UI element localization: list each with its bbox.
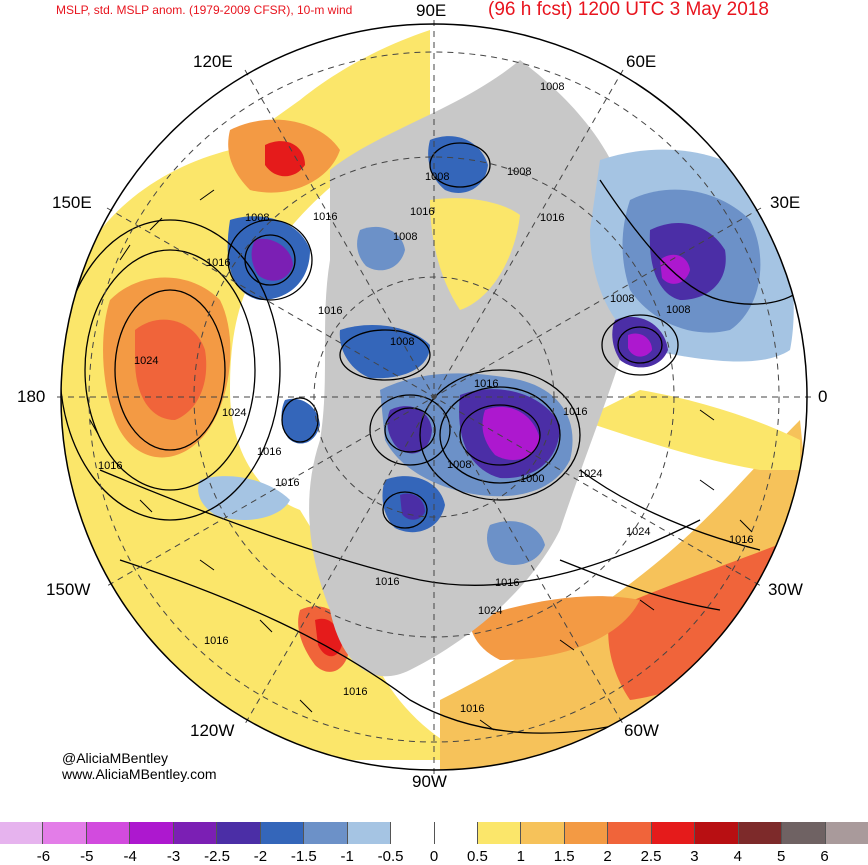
isobar-label: 1016 — [729, 534, 753, 546]
colorbar-cell — [86, 822, 131, 844]
isobar-contours — [61, 142, 801, 734]
colorbar-cell — [347, 822, 392, 844]
colorbar-tick-label: -0.5 — [377, 848, 404, 865]
colorbar-cell — [260, 822, 305, 844]
longitude-label-180: 180 — [17, 387, 46, 406]
map-title-right: (96 h fcst) 1200 UTC 3 May 2018 — [488, 0, 769, 20]
isobar-label: 1008 — [507, 166, 531, 178]
isobar-label: 1016 — [257, 446, 281, 458]
isobar-label: 1024 — [222, 407, 246, 419]
colorbar-cell — [564, 822, 609, 844]
colorbar-tick-label: 0.5 — [466, 848, 488, 865]
longitude-label-150e: 150E — [52, 193, 92, 212]
isobar-label: 1024 — [478, 605, 502, 617]
colorbar-tick-label: 2 — [603, 848, 612, 865]
colorbar-cell — [130, 822, 174, 844]
isobar-label: 1024 — [626, 526, 650, 538]
longitude-label-60e: 60E — [626, 52, 657, 71]
colorbar-tick-label: 6 — [820, 848, 829, 865]
colorbar-tick-label: -1.5 — [290, 848, 317, 865]
longitude-label-60w: 60W — [624, 721, 659, 740]
credit-handle: @AliciaMBentley — [62, 750, 169, 766]
colorbar-cell — [0, 822, 44, 844]
longitude-label-120e: 120E — [193, 52, 233, 71]
colorbar-tick-label: -4 — [123, 848, 137, 865]
colorbar-tick-label: 1 — [516, 848, 525, 865]
colorbar — [0, 822, 868, 844]
isobar-label: 1008 — [425, 171, 449, 183]
colorbar-tick-label: 3 — [690, 848, 699, 865]
longitude-label-0: 0 — [818, 387, 828, 406]
colorbar-cell — [825, 822, 868, 844]
colorbar-tick-label: 1.5 — [553, 848, 575, 865]
isobar-label: 1008 — [610, 293, 634, 305]
colorbar-cell — [173, 822, 218, 844]
colorbar-tick-label: -1 — [340, 848, 354, 865]
isobar-label: 1016 — [460, 703, 484, 715]
isobar-label: 1008 — [393, 231, 417, 243]
colorbar-cell — [304, 822, 348, 844]
colorbar-cell — [217, 822, 261, 844]
isobar-label: 1008 — [666, 304, 690, 316]
colorbar-cell — [695, 822, 739, 844]
wind-barbs — [89, 189, 753, 731]
isobar-label: 1024 — [134, 355, 158, 367]
map-title-left: MSLP, std. MSLP anom. (1979-2009 CFSR), … — [56, 3, 353, 17]
colorbar-ticks: -6 -5 -4 -3 -2.5 -2 -1.5 -1 -0.5 0 0.5 1 1.5 2 2.5 3 4 5 6 — [0, 848, 868, 865]
colorbar-tick-label: -6 — [36, 848, 51, 865]
isobar-label: 1008 — [245, 212, 269, 224]
isobar-label: 1008 — [390, 336, 414, 348]
anomaly-field — [61, 24, 807, 770]
colorbar-cell — [43, 822, 87, 844]
colorbar-cell — [434, 822, 478, 844]
isobar-label: 1016 — [410, 206, 434, 218]
longitude-label-90w: 90W — [412, 772, 447, 791]
graticule — [57, 20, 811, 775]
isobar-label: 1000 — [520, 473, 544, 485]
colorbar-tick-label: -2 — [253, 848, 268, 865]
colorbar-tick-label: 5 — [777, 848, 786, 865]
colorbar-cell — [521, 822, 565, 844]
longitude-label-150w: 150W — [46, 580, 91, 599]
longitude-label-90e: 90E — [416, 1, 447, 20]
isobar-label: 1008 — [540, 81, 564, 93]
colorbar-cell — [608, 822, 652, 844]
isobar-label: 1016 — [474, 378, 498, 390]
isobar-label: 1016 — [540, 212, 564, 224]
longitude-label-30e: 30E — [770, 193, 801, 212]
colorbar-cell — [477, 822, 522, 844]
isobar-label: 1016 — [343, 686, 367, 698]
colorbar-tick-label: 2.5 — [640, 848, 662, 865]
longitude-label-120w: 120W — [190, 721, 235, 740]
isobar-label: 1016 — [98, 460, 122, 472]
isobar-label: 1016 — [563, 406, 587, 418]
credit-website: www.AliciaMBentley.com — [62, 766, 217, 782]
isobar-label: 1024 — [578, 468, 602, 480]
colorbar-tick-label: -3 — [166, 848, 181, 865]
colorbar-cell — [651, 822, 696, 844]
isobar-label: 1016 — [495, 577, 519, 589]
isobar-label: 1008 — [447, 459, 471, 471]
isobar-label: 1016 — [275, 477, 299, 489]
colorbar-cell — [782, 822, 826, 844]
colorbar-tick-label: -5 — [80, 848, 94, 865]
map-boundary — [60, 23, 808, 771]
colorbar-tick-label: -2.5 — [204, 848, 230, 865]
colorbar-tick-label: 4 — [733, 848, 742, 865]
colorbar-cell — [738, 822, 783, 844]
isobar-label-group: 1008 1008 1008 1016 1016 1008 1016 1008 … — [98, 81, 753, 715]
isobar-label: 1016 — [204, 635, 228, 647]
colorbar-cell — [391, 822, 435, 844]
polar-map: 1008 1008 1008 1016 1016 1008 1016 1008 … — [57, 20, 811, 775]
isobar-label: 1016 — [206, 257, 230, 269]
isobar-label: 1016 — [313, 211, 337, 223]
colorbar-tick-label: 0 — [429, 848, 439, 865]
isobar-label: 1016 — [375, 576, 399, 588]
longitude-label-30w: 30W — [768, 580, 803, 599]
isobar-label: 1016 — [318, 305, 342, 317]
